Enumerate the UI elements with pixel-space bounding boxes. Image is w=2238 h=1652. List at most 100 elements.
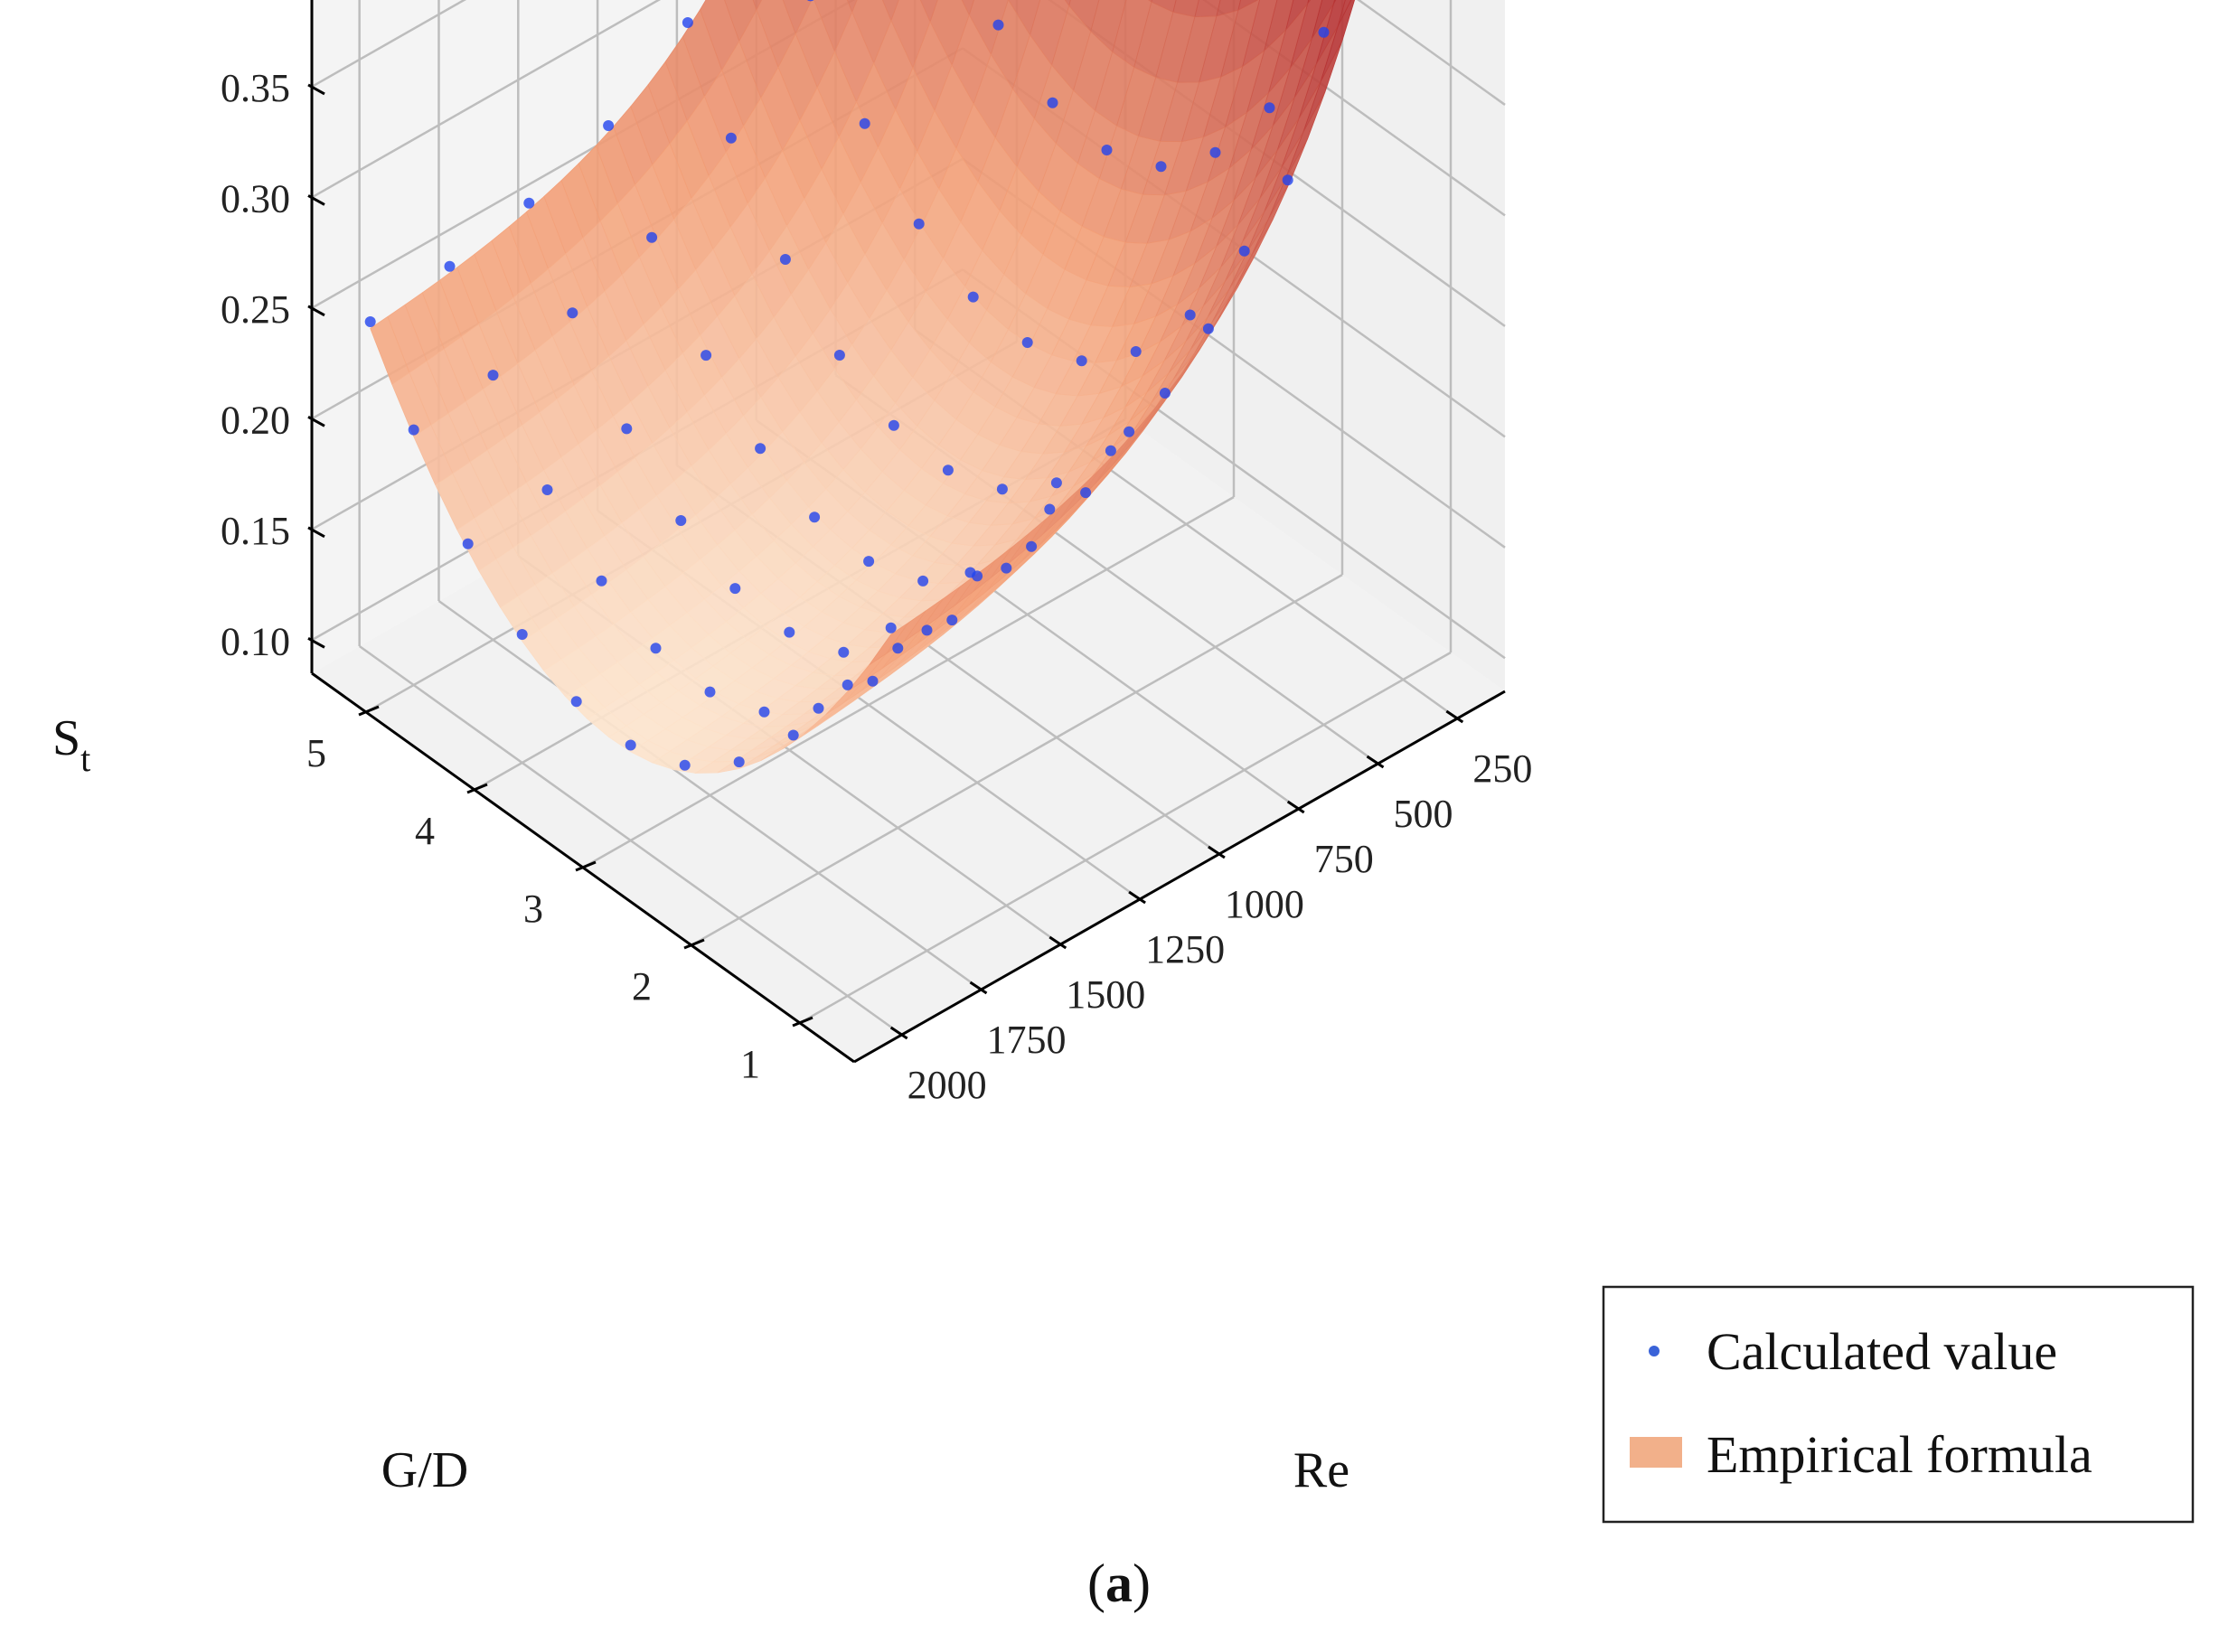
- calculated-value-point: [1021, 337, 1033, 348]
- re-tick-label: 1500: [1066, 972, 1145, 1017]
- re-tick-mark-1000: [1208, 845, 1226, 859]
- grid-line-floor-re-1750: [437, 599, 983, 991]
- calculated-value-point: [679, 759, 691, 771]
- caption-close: ): [1133, 1553, 1151, 1613]
- calculated-value-point: [1001, 562, 1012, 574]
- calculated-value-point: [833, 350, 845, 361]
- re-tick-label: 1000: [1225, 882, 1304, 926]
- calculated-value-point: [646, 231, 658, 243]
- calculated-value-point: [625, 739, 636, 751]
- z-tick-label: 0.10: [221, 619, 290, 663]
- calculated-value-point: [992, 19, 1004, 31]
- y-axis-label: Re: [1293, 1442, 1349, 1498]
- calculated-value-point: [885, 622, 897, 634]
- calculated-value-point: [650, 643, 662, 654]
- grid-line-floor-gd-1: [799, 651, 1452, 1025]
- calculated-value-point: [784, 626, 795, 638]
- calculated-value-point: [1318, 26, 1330, 38]
- x-axis-label: G/D: [381, 1442, 468, 1498]
- calculated-value-point: [729, 583, 741, 595]
- calculated-value-point: [946, 615, 958, 626]
- calculated-value-point: [701, 350, 712, 361]
- calculated-value-point: [675, 515, 687, 526]
- calculated-value-points: [364, 0, 1330, 771]
- re-tick-label: 1250: [1145, 927, 1225, 971]
- calculated-value-point: [1101, 145, 1113, 155]
- calculated-value-point: [842, 679, 853, 690]
- z-tick-mark-0.2: [307, 416, 325, 427]
- re-tick-mark-750: [1286, 800, 1305, 814]
- z-tick-label: 0.35: [221, 66, 290, 110]
- gd-tick-label: 4: [415, 809, 435, 853]
- calculated-value-point: [1238, 245, 1250, 257]
- calculated-value-point: [603, 120, 615, 131]
- calculated-value-point: [813, 702, 824, 714]
- z-tick-label: 0.15: [221, 509, 290, 553]
- legend-patch-empirical: [1630, 1437, 1682, 1468]
- calculated-value-point: [682, 17, 693, 28]
- calculated-value-point: [859, 117, 870, 129]
- calculated-value-point: [725, 132, 737, 144]
- re-axis-line: [853, 690, 1506, 1064]
- calculated-value-point: [1050, 477, 1062, 489]
- z-tick-label: 0.20: [221, 398, 290, 442]
- gd-tick-mark-2: [683, 938, 705, 950]
- calculated-value-point: [1159, 388, 1171, 399]
- calculated-value-point: [570, 696, 582, 708]
- gd-tick-mark-4: [466, 783, 488, 794]
- z-axis-label: St: [52, 710, 90, 779]
- calculated-value-point: [596, 575, 607, 587]
- re-tick-mark-2000: [889, 1026, 908, 1040]
- calculated-value-point: [867, 675, 879, 687]
- gd-tick-label: 2: [632, 964, 652, 1009]
- re-tick-label: 2000: [907, 1063, 987, 1107]
- calculated-value-point: [1184, 309, 1196, 321]
- calculated-value-point: [888, 419, 899, 431]
- grid-line-floor-gd-2: [691, 573, 1343, 947]
- z-axis-label-subscript: t: [80, 738, 90, 779]
- caption-letter: a: [1105, 1553, 1133, 1613]
- re-tick-mark-1250: [1128, 890, 1146, 905]
- calculated-value-point: [809, 512, 821, 523]
- gd-tick-mark-3: [575, 860, 597, 872]
- calculated-value-point: [996, 483, 1008, 495]
- re-tick-mark-1500: [1048, 935, 1067, 950]
- gd-tick-label: 5: [306, 731, 326, 775]
- z-tick-label: 0.30: [221, 176, 290, 221]
- legend-label-calculated: Calculated value: [1707, 1322, 2057, 1381]
- gd-tick-mark-1: [792, 1016, 813, 1028]
- calculated-value-point: [444, 260, 456, 272]
- calculated-value-point: [408, 424, 419, 436]
- calculated-value-point: [733, 756, 745, 768]
- calculated-value-point: [1044, 503, 1056, 515]
- calculated-value-point: [838, 646, 850, 658]
- calculated-value-point: [1076, 355, 1087, 367]
- calculated-value-point: [1202, 323, 1214, 334]
- z-tick-label: 0.25: [221, 287, 290, 332]
- re-tick-mark-250: [1445, 709, 1464, 724]
- calculated-value-point: [523, 197, 535, 209]
- legend-box: [1602, 1285, 2195, 1524]
- calculated-value-point: [1130, 346, 1142, 357]
- calculated-value-point: [1124, 426, 1135, 437]
- calculated-value-point: [1105, 445, 1116, 456]
- surface-patch: [869, 622, 909, 666]
- grid-line-floor-re-2000: [358, 644, 903, 1037]
- z-axis-label-main: S: [52, 710, 80, 766]
- calculated-value-point: [917, 575, 929, 587]
- calculated-value-point: [1209, 146, 1221, 158]
- calculated-value-point: [487, 370, 499, 381]
- calculated-value-point: [967, 291, 979, 303]
- grid-line-floor-gd-3: [582, 495, 1235, 869]
- calculated-value-point: [755, 443, 766, 455]
- legend: Calculated value Empirical formula: [1602, 1285, 2195, 1524]
- calculated-value-point: [942, 465, 954, 476]
- calculated-value-point: [621, 423, 633, 435]
- legend-label-empirical: Empirical formula: [1707, 1425, 2092, 1484]
- calculated-value-point: [516, 629, 528, 640]
- calculated-value-point: [758, 706, 770, 718]
- gd-tick-label: 1: [740, 1042, 760, 1086]
- gd-tick-mark-5: [358, 705, 380, 717]
- empirical-formula-surface: [370, 0, 1356, 774]
